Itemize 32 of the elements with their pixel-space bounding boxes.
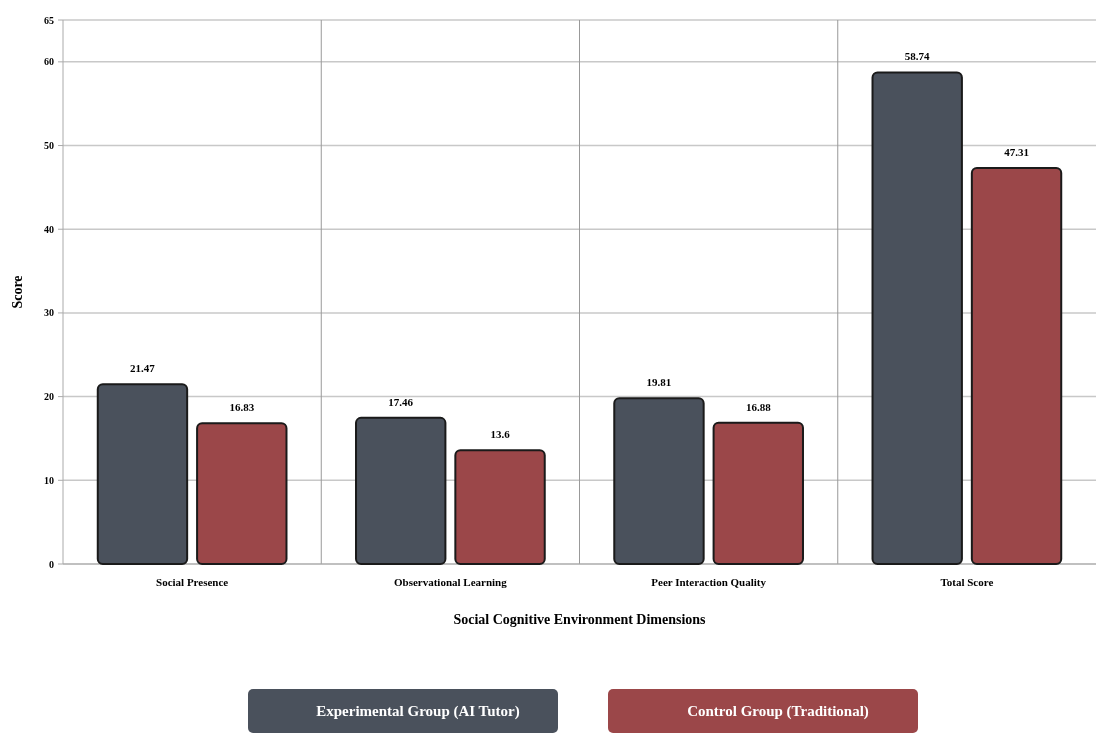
data-label: 58.74 [904, 50, 931, 63]
text: Experimental Group (AI Tutor) [316, 703, 520, 721]
text: Control Group (Traditional) [687, 703, 869, 721]
y-tick-label: 50 [44, 140, 54, 152]
y-axis-title: Score [10, 275, 25, 309]
data-label: 13.6 [490, 428, 511, 441]
y-tick-label: 40 [44, 223, 54, 235]
y-tick-label: 60 [44, 56, 54, 68]
x-tick-label: Observational Learning [393, 576, 508, 588]
bar [871, 71, 963, 565]
data-label: 16.88 [745, 400, 772, 413]
bar [96, 383, 189, 565]
data-label: 16.83 [229, 401, 255, 414]
y-tick-label: 20 [44, 391, 54, 403]
y-tick-label: 0 [49, 558, 54, 570]
y-tick-label: 65 [44, 14, 54, 26]
bar [613, 397, 705, 565]
x-tick-label: Total Score [940, 576, 994, 588]
bar [196, 422, 288, 565]
data-label: 17.46 [388, 395, 414, 408]
x-tick-label: Peer Interaction Quality [651, 576, 767, 588]
x-tick-label: Social Presence [156, 576, 229, 588]
bar [454, 449, 546, 565]
bar [970, 167, 1063, 565]
bar [355, 416, 447, 565]
y-tick-label: 10 [44, 474, 54, 486]
x-axis-title: Social Cognitive Environment Dimensions [453, 612, 707, 627]
data-label: 47.31 [1004, 146, 1029, 159]
data-label: 21.47 [130, 362, 156, 375]
y-tick-label: 30 [44, 307, 54, 319]
data-label: 19.81 [646, 376, 672, 389]
bar [712, 421, 804, 565]
